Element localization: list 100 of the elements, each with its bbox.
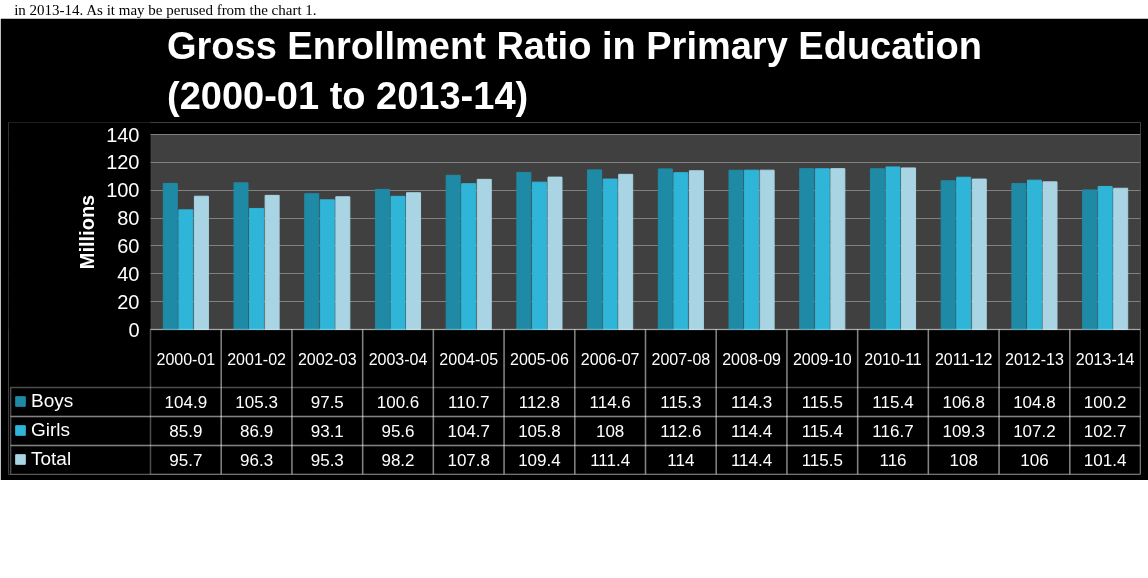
bar [799, 168, 815, 330]
data-label: 105.8 [518, 422, 561, 441]
bar [688, 170, 704, 330]
x-tick-label: 2012-13 [1005, 350, 1064, 368]
x-tick-label: 2005-06 [510, 350, 569, 368]
x-tick-label: 2010-11 [864, 350, 922, 368]
data-label: 97.5 [310, 393, 344, 412]
data-label: 111.4 [590, 451, 631, 470]
y-tick-label: 120 [106, 151, 140, 174]
bar [1011, 183, 1027, 330]
bar [602, 178, 618, 330]
data-label: 96.3 [240, 451, 274, 470]
x-tick-label: 2013-14 [1075, 350, 1135, 368]
data-label: 115.4 [872, 393, 914, 412]
data-label: 105.3 [235, 393, 278, 412]
x-tick-label: 2004-05 [439, 350, 499, 368]
bar [657, 168, 673, 330]
legend-label: Girls [31, 417, 71, 442]
data-label: 104.9 [164, 393, 208, 412]
y-tick-label: 0 [128, 318, 140, 341]
bar [390, 195, 406, 330]
bar [1097, 185, 1113, 330]
data-label: 108 [595, 422, 625, 441]
data-label: 116.7 [872, 422, 914, 441]
text: in 2013-14. As it may be perused from the chart 1. [14, 1, 317, 18]
bar [531, 181, 547, 330]
x-tick-label: 2008-09 [722, 350, 782, 368]
data-label: 93.1 [310, 422, 344, 441]
data-label: 106.8 [942, 393, 985, 412]
data-label: 95.7 [169, 451, 203, 470]
bar [374, 188, 390, 330]
y-tick-label: 100 [106, 179, 140, 202]
bar [319, 199, 335, 330]
data-label: 114 [667, 451, 695, 470]
x-tick-label: 2002-03 [297, 350, 357, 368]
x-tick-label: 2007-08 [651, 350, 711, 368]
bar [1026, 179, 1042, 330]
x-tick-label: 2006-07 [580, 350, 640, 368]
y-tick-label: 80 [117, 207, 140, 230]
data-label: 107.8 [447, 451, 490, 470]
bar [956, 176, 972, 330]
y-tick-label: 20 [117, 290, 140, 313]
bar [406, 192, 422, 330]
y-tick-label: 140 [106, 123, 140, 146]
bar [1042, 181, 1058, 330]
bar [673, 172, 689, 330]
bar [744, 169, 760, 330]
bar [547, 176, 563, 330]
data-label: 116 [879, 451, 907, 470]
data-label: 86.9 [240, 422, 274, 441]
data-label: 95.6 [381, 422, 415, 441]
chart-title: Gross Enrollment Ratio in Primary Education (2000-01 to 2013-14) [166, 25, 983, 118]
bar [885, 166, 901, 330]
x-tick-label: 2000-01 [156, 350, 216, 368]
bar [335, 196, 351, 330]
legend-label: Boys [31, 388, 74, 413]
data-label: 115.4 [801, 422, 843, 441]
data-label: 115.3 [660, 393, 702, 412]
legend-label: Total [31, 446, 72, 471]
bar [618, 173, 634, 330]
y-axis-title: Millions [76, 194, 99, 270]
bar [830, 168, 846, 330]
data-label: 107.2 [1013, 422, 1056, 441]
data-label: 102.7 [1083, 422, 1127, 441]
x-tick-label: 2001-02 [227, 350, 287, 368]
bar [940, 180, 956, 330]
data-label: 115.5 [801, 393, 843, 412]
data-label: 104.7 [447, 422, 490, 441]
data-label: 114.4 [730, 422, 773, 441]
bar [901, 167, 917, 330]
data-label: 98.2 [381, 451, 415, 470]
data-label: 104.8 [1013, 393, 1056, 412]
bar [461, 183, 477, 330]
bar [869, 168, 885, 330]
data-label: 101.4 [1083, 451, 1127, 470]
bar [728, 169, 744, 330]
data-label: 100.6 [376, 393, 420, 412]
data-label: 112.8 [518, 393, 561, 412]
data-label: 114.6 [589, 393, 631, 412]
data-label: 85.9 [169, 422, 203, 441]
bar [233, 182, 249, 330]
bar [587, 169, 603, 330]
y-tick-label: 40 [117, 262, 140, 285]
data-label: 106 [1020, 451, 1049, 470]
bar [814, 168, 830, 330]
data-label: 109.4 [518, 451, 561, 470]
x-tick-label: 2003-04 [368, 350, 428, 368]
data-label: 95.3 [310, 451, 344, 470]
bar [516, 171, 532, 330]
data-label: 115.5 [801, 451, 843, 470]
data-label: 110.7 [448, 393, 490, 412]
bar [162, 182, 178, 330]
y-tick-label: 60 [117, 234, 140, 257]
bar [249, 207, 265, 330]
x-tick-label: 2011-12 [934, 350, 993, 368]
data-label: 114.4 [730, 451, 773, 470]
data-label: 114.3 [730, 393, 773, 412]
data-label: 100.2 [1083, 393, 1127, 412]
data-label: 112.6 [660, 422, 702, 441]
data-label: 109.3 [942, 422, 985, 441]
